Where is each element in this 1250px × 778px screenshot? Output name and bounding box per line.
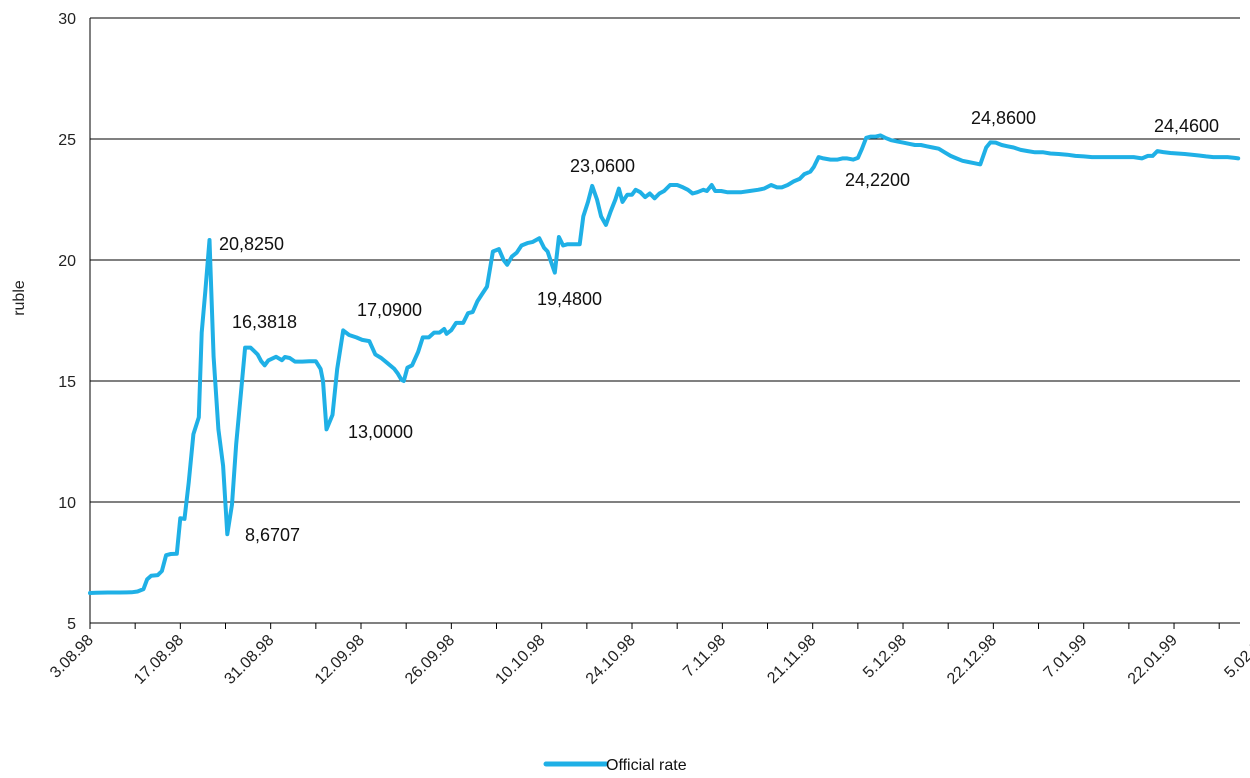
- y-tick-label: 20: [58, 253, 76, 270]
- annotation-layer: 20,8250 16,3818 8,6707 17,0900 13,0000 1…: [219, 108, 1219, 545]
- y-tick-label: 25: [58, 132, 76, 149]
- annotation-label: 8,6707: [245, 525, 300, 545]
- x-tick-label: 24.10.98: [583, 632, 639, 688]
- x-tick-labels: 3.08.98 17.08.98 31.08.98 12.09.98 26.09.98 1…: [47, 632, 1250, 688]
- x-tick-label: 12.09.98: [312, 632, 368, 688]
- axis-layer: [89, 18, 1240, 629]
- x-tick-label: 31.08.98: [221, 632, 277, 688]
- x-tick-label: 21.11.98: [764, 632, 819, 687]
- series-line-official-rate: [88, 133, 1241, 595]
- x-tick-label: 5.12.98: [860, 632, 910, 682]
- series-layer: [88, 133, 1241, 595]
- x-tick-label: 7.11.98: [680, 632, 729, 681]
- y-tick-label: 30: [58, 11, 76, 28]
- x-tick-label: 17.08.98: [131, 632, 187, 688]
- annotation-label: 24,8600: [971, 108, 1036, 128]
- annotation-label: 24,4600: [1154, 116, 1219, 136]
- annotation-label: 24,2200: [845, 170, 910, 190]
- y-tick-labels: 5 10 15 20 25 30: [58, 11, 76, 633]
- x-tick-label: 7.01.99: [1041, 632, 1091, 682]
- y-tick-label: 15: [58, 374, 76, 391]
- y-tick-label: 10: [58, 495, 76, 512]
- annotation-label: 20,8250: [219, 234, 284, 254]
- annotation-label: 17,0900: [357, 300, 422, 320]
- annotation-label: 13,0000: [348, 422, 413, 442]
- annotation-label: 16,3818: [232, 312, 297, 332]
- x-tick-label: 26.09.98: [402, 632, 458, 688]
- x-tick-label: 10.10.98: [492, 632, 548, 688]
- x-tick-label: 22.12.98: [944, 632, 1000, 688]
- x-tick-label: 3.08.98: [47, 632, 97, 682]
- legend: Official rate: [543, 757, 687, 774]
- annotation-label: 23,0600: [570, 156, 635, 176]
- annotation-label: 19,4800: [537, 289, 602, 309]
- x-tick-label: 5.02.99: [1221, 632, 1250, 682]
- y-tick-label: 5: [67, 616, 76, 633]
- x-tick-label: 22.01.99: [1125, 632, 1181, 688]
- legend-label: Official rate: [606, 757, 687, 774]
- grid-layer: [90, 17, 1240, 503]
- y-axis-label: ruble: [11, 280, 28, 316]
